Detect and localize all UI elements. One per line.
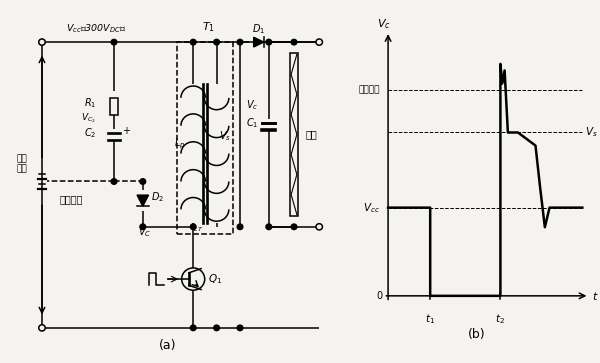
Polygon shape	[254, 37, 264, 47]
Circle shape	[39, 39, 45, 45]
Polygon shape	[137, 195, 149, 206]
Circle shape	[140, 224, 146, 229]
Text: 钓位电压: 钓位电压	[59, 195, 83, 204]
Text: $D_1$: $D_1$	[252, 23, 265, 36]
Text: $D_2$: $D_2$	[151, 191, 164, 204]
Circle shape	[214, 39, 220, 45]
Circle shape	[190, 39, 196, 45]
Text: $t_2$: $t_2$	[496, 312, 505, 326]
Text: (a): (a)	[159, 339, 177, 352]
Text: $V_{cc}$（300$V_{DC}$）: $V_{cc}$（300$V_{DC}$）	[66, 23, 126, 35]
Circle shape	[214, 325, 220, 331]
Text: $V_s$: $V_s$	[584, 126, 598, 139]
Circle shape	[111, 179, 117, 184]
FancyBboxPatch shape	[290, 53, 298, 216]
Text: $I_{LT}$: $I_{LT}$	[191, 221, 204, 234]
Circle shape	[316, 224, 322, 230]
Circle shape	[39, 39, 45, 45]
Circle shape	[291, 224, 297, 229]
Circle shape	[190, 325, 196, 331]
Text: $R_1$: $R_1$	[83, 97, 96, 110]
Text: +: +	[122, 126, 130, 136]
Circle shape	[266, 224, 272, 229]
Circle shape	[266, 39, 272, 45]
Circle shape	[140, 179, 146, 184]
Circle shape	[190, 224, 196, 229]
Circle shape	[39, 325, 45, 331]
Circle shape	[237, 224, 243, 229]
Circle shape	[316, 39, 322, 45]
Text: 直流
电源: 直流 电源	[17, 154, 28, 174]
Text: $V_s$: $V_s$	[219, 130, 231, 143]
Text: 负载: 负载	[305, 130, 317, 139]
Text: $T_1$: $T_1$	[202, 20, 215, 34]
Text: $V_c$: $V_c$	[247, 98, 259, 112]
Text: 鉗位電壓: 鉗位電壓	[358, 86, 380, 94]
Circle shape	[237, 325, 243, 331]
Text: $V_c$: $V_c$	[377, 17, 390, 31]
Text: $V_{C_2}$: $V_{C_2}$	[81, 111, 96, 125]
Circle shape	[182, 268, 205, 290]
Text: 0: 0	[376, 291, 382, 301]
Text: $L_p$: $L_p$	[174, 137, 185, 151]
Text: $t_1$: $t_1$	[425, 312, 435, 326]
Text: $C_2$: $C_2$	[83, 126, 96, 140]
Circle shape	[111, 39, 117, 45]
Text: $V_{cc}$: $V_{cc}$	[363, 201, 380, 215]
Circle shape	[237, 39, 243, 45]
Text: $C_1$: $C_1$	[247, 117, 259, 130]
Text: $t$: $t$	[592, 290, 598, 302]
Circle shape	[291, 39, 297, 45]
Text: $V_C$: $V_C$	[138, 225, 151, 239]
Text: $Q_1$: $Q_1$	[208, 272, 223, 286]
FancyBboxPatch shape	[110, 98, 118, 115]
Text: (b): (b)	[468, 328, 486, 341]
